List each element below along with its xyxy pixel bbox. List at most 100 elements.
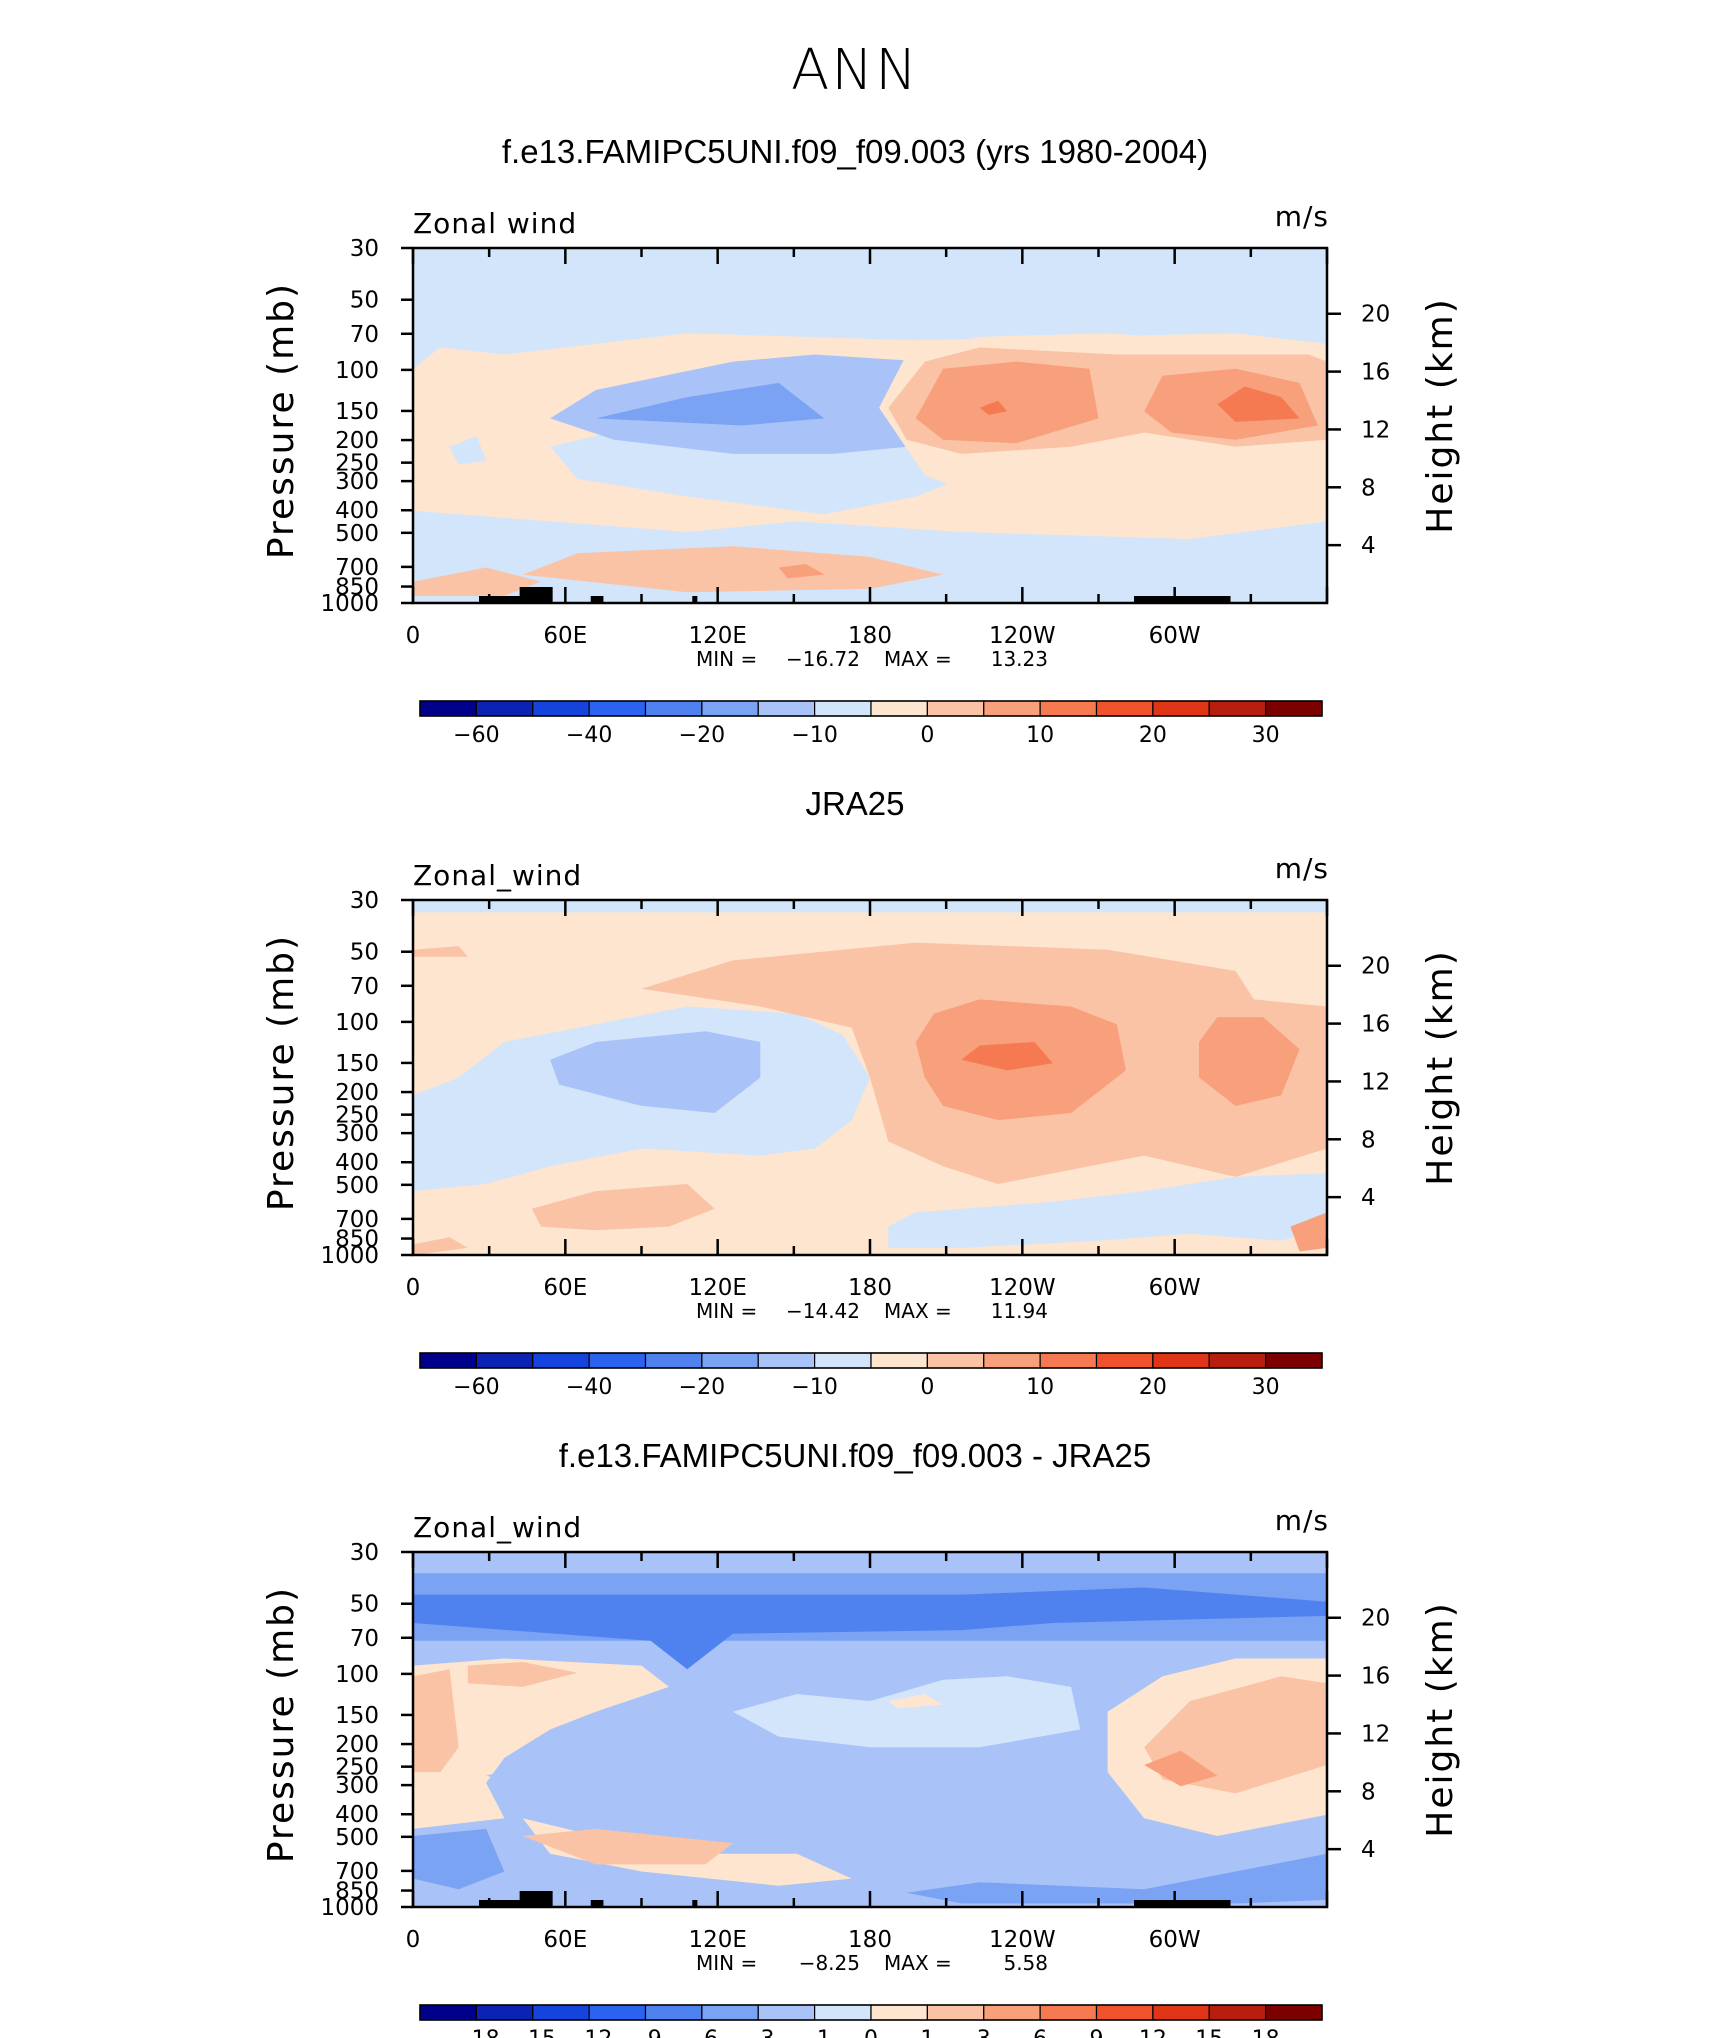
y2-tick-label: 8 [1361, 1127, 1376, 1153]
y-tick-label: 50 [350, 940, 379, 966]
min-label: MIN = [696, 1299, 757, 1323]
colorbar-box [1039, 1352, 1098, 1369]
colorbar-box [983, 700, 1041, 717]
y-tick-label: 250 [335, 1755, 379, 1781]
topography [692, 596, 698, 603]
colorbar-box [1265, 1352, 1323, 1369]
colorbar-box [1208, 2004, 1267, 2021]
contour-region [979, 400, 1008, 415]
y2-tick-label: 20 [1361, 1606, 1390, 1632]
colorbar-box [1265, 2004, 1323, 2021]
colorbar-box [1152, 1352, 1210, 1369]
colorbar-box [757, 2004, 816, 2021]
contour-region [522, 1828, 733, 1865]
colorbar-box [588, 700, 647, 717]
colorbar-frame [419, 1352, 1323, 1369]
contour-region [413, 1828, 505, 1890]
y-tick-label: 50 [350, 288, 379, 314]
colorbar-label: 30 [1252, 723, 1280, 748]
colorbar-box [757, 1352, 816, 1369]
panel-3-title: f.e13.FAMIPC5UNI.f09_f09.003 - JRA25 [558, 1437, 1152, 1474]
colorbar-box [870, 700, 928, 717]
colorbar-box [814, 1352, 872, 1369]
y-tick-label: 400 [335, 498, 379, 524]
y-tick-label: 70 [350, 1626, 379, 1652]
contour-fill [413, 248, 1327, 603]
colorbar-box [644, 1352, 703, 1369]
contour-region [522, 1818, 852, 1886]
colorbar-box [419, 1352, 477, 1369]
colorbar-box [1152, 2004, 1210, 2021]
colorbar-box [701, 2004, 759, 2021]
y-tick-label: 30 [350, 888, 379, 914]
contour-region [1144, 1750, 1218, 1787]
colorbar-box [757, 700, 816, 717]
x-tick-label: 120W [989, 1275, 1056, 1301]
colorbar-label: −6 [686, 2027, 718, 2038]
colorbar-label: −9 [629, 2027, 661, 2038]
y-tick-label: 200 [335, 1732, 379, 1758]
colorbar-box [814, 700, 872, 717]
y-axis-label: Pressure (mb) [261, 934, 302, 1211]
colorbar-label: 6 [1033, 2027, 1047, 2038]
y-tick-label: 150 [335, 1051, 379, 1077]
colorbar-box [588, 1352, 647, 1369]
contour-region [413, 946, 468, 957]
colorbar-box [644, 2004, 703, 2021]
colorbar-box [1039, 2004, 1098, 2021]
colorbar-box [1265, 700, 1323, 717]
colorbar-box [475, 1352, 534, 1369]
topography [692, 1900, 698, 1907]
colorbar-label: 18 [1252, 2027, 1280, 2038]
x-tick-label: 0 [406, 623, 421, 649]
y-tick-label: 30 [350, 1540, 379, 1566]
y-tick-label: 150 [335, 399, 379, 425]
colorbar-label: 1 [920, 2027, 934, 2038]
colorbar-label: −40 [566, 1375, 612, 1400]
max-label: MAX = [884, 1951, 952, 1975]
contour-region [413, 1587, 1327, 1670]
contour-region [961, 1042, 1053, 1071]
panel-2: 0 60E 120E 180 120W 60W3050701001502002503004… [261, 852, 1461, 1400]
y2-tick-label: 8 [1361, 1779, 1376, 1805]
max-label: MAX = [884, 1299, 952, 1323]
colorbar-box [870, 1352, 928, 1369]
contour-region [531, 1184, 715, 1231]
topography [519, 1891, 553, 1907]
y-tick-label: 1000 [320, 1895, 379, 1921]
colorbar-label: −3 [742, 2027, 774, 2038]
topography [479, 1900, 530, 1907]
y-tick-label: 300 [335, 1773, 379, 1799]
x-tick-label: 60E [543, 1927, 587, 1953]
y-tick-label: 500 [335, 521, 379, 547]
contour-region [915, 361, 1099, 444]
max-label: MAX = [884, 647, 952, 671]
x-tick-label: 120E [688, 1927, 746, 1953]
colorbar-box [1208, 1352, 1267, 1369]
x-tick-label: 180 [848, 623, 892, 649]
y-tick-label: 100 [335, 1010, 379, 1036]
y-axis-label: Pressure (mb) [261, 282, 302, 559]
colorbar-box [532, 1352, 590, 1369]
y2-tick-label: 16 [1361, 1664, 1390, 1690]
y-tick-label: 400 [335, 1150, 379, 1176]
y2-tick-label: 4 [1361, 533, 1376, 559]
y2-tick-label: 12 [1361, 417, 1390, 443]
contour-region [550, 1031, 761, 1113]
x-tick-label: 120W [989, 1927, 1056, 1953]
contour-region [778, 564, 825, 579]
contour-region [413, 521, 477, 568]
colorbar-label: 10 [1026, 723, 1054, 748]
y2-axis-label: Height (km) [1420, 949, 1461, 1185]
y2-tick-label: 12 [1361, 1069, 1390, 1095]
colorbar-box [983, 2004, 1041, 2021]
y2-axis-label: Height (km) [1420, 1601, 1461, 1837]
y-tick-label: 100 [335, 1662, 379, 1688]
x-tick-label: 60W [1149, 623, 1201, 649]
variable-label: Zonal_wind [413, 1511, 582, 1544]
colorbar-label: 20 [1139, 1375, 1167, 1400]
colorbar-box [1095, 700, 1154, 717]
y2-tick-label: 8 [1361, 475, 1376, 501]
colorbar-box [475, 700, 534, 717]
